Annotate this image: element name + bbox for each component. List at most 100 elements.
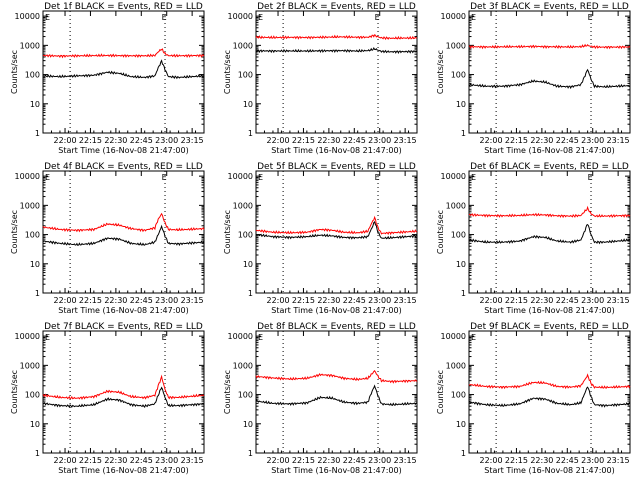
y-axis-label: Counts/sec xyxy=(223,370,232,414)
y-axis-label: Counts/sec xyxy=(436,50,445,94)
y-tick-label: 100 xyxy=(25,231,40,240)
x-tick-label: 22:00 xyxy=(267,296,290,305)
events-series-line xyxy=(255,46,418,55)
y-tick-label: 10 xyxy=(30,100,40,109)
plot-frame xyxy=(468,10,631,134)
x-tick-label: 22:15 xyxy=(505,456,528,465)
events-series-line xyxy=(42,224,205,247)
y-tick-label: 10000 xyxy=(15,172,40,181)
marker-label: E xyxy=(375,13,380,22)
marker-label: E xyxy=(258,173,263,182)
marker-label: E xyxy=(45,173,50,182)
lld-series-line xyxy=(468,373,631,390)
lld-series-line xyxy=(468,205,631,219)
y-tick-label: 100 xyxy=(238,71,253,80)
x-tick-label: 22:00 xyxy=(54,456,77,465)
x-tick-label: 22:15 xyxy=(79,136,102,145)
x-tick-label: 23:15 xyxy=(181,296,204,305)
x-axis-label: Start Time (16-Nov-08 21:47:00) xyxy=(271,306,401,315)
x-tick-label: 22:00 xyxy=(480,296,503,305)
x-axis-label: Start Time (16-Nov-08 21:47:00) xyxy=(58,146,188,155)
x-tick-label: 23:00 xyxy=(155,456,178,465)
marker-label: E xyxy=(162,333,167,342)
y-tick-label: 10000 xyxy=(228,172,253,181)
x-tick-label: 22:45 xyxy=(343,136,366,145)
marker-label: E xyxy=(471,13,476,22)
marker-label: E xyxy=(471,333,476,342)
panel-title: Det 9f BLACK = Events, RED = LLD xyxy=(470,322,629,332)
y-tick-label: 10000 xyxy=(15,12,40,21)
x-tick-label: 22:30 xyxy=(104,296,127,305)
y-tick-label: 1000 xyxy=(446,201,466,210)
panel-2: Det 2f BLACK = Events, RED = LLD 1 10 100 10… xyxy=(223,2,418,155)
x-tick-label: 22:15 xyxy=(505,136,528,145)
y-tick-label: 100 xyxy=(25,391,40,400)
lld-series-line xyxy=(255,215,418,236)
lld-series-line xyxy=(255,34,418,41)
events-series-line xyxy=(42,386,205,409)
x-tick-label: 22:45 xyxy=(556,456,579,465)
panel-6: Det 6f BLACK = Events, RED = LLD 1 10 100 10… xyxy=(436,162,631,315)
x-tick-label: 22:30 xyxy=(530,136,553,145)
lld-series-line xyxy=(255,370,418,384)
x-tick-label: 22:30 xyxy=(104,136,127,145)
x-tick-label: 23:00 xyxy=(155,136,178,145)
y-tick-label: 1000 xyxy=(233,201,253,210)
panel-title: Det 7f BLACK = Events, RED = LLD xyxy=(44,322,203,332)
marker-label: E xyxy=(162,173,167,182)
x-tick-label: 23:15 xyxy=(394,456,417,465)
marker-label: E xyxy=(588,13,593,22)
x-tick-label: 23:15 xyxy=(607,456,630,465)
panel-title: Det 2f BLACK = Events, RED = LLD xyxy=(257,2,416,12)
y-tick-label: 100 xyxy=(25,71,40,80)
y-tick-label: 1 xyxy=(248,289,253,298)
events-series-line xyxy=(468,68,631,90)
y-tick-label: 1000 xyxy=(20,361,40,370)
y-tick-label: 100 xyxy=(451,71,466,80)
marker-label: E xyxy=(45,333,50,342)
x-tick-label: 23:15 xyxy=(607,296,630,305)
x-axis-label: Start Time (16-Nov-08 21:47:00) xyxy=(484,466,614,475)
marker-label: E xyxy=(471,173,476,182)
x-tick-label: 22:15 xyxy=(79,456,102,465)
panel-title: Det 5f BLACK = Events, RED = LLD xyxy=(257,162,416,172)
x-tick-label: 22:30 xyxy=(317,136,340,145)
x-axis-label: Start Time (16-Nov-08 21:47:00) xyxy=(271,146,401,155)
y-tick-label: 1 xyxy=(461,129,466,138)
x-tick-label: 22:30 xyxy=(317,296,340,305)
y-tick-label: 100 xyxy=(238,231,253,240)
x-tick-label: 23:15 xyxy=(181,456,204,465)
plot-frame xyxy=(468,330,631,454)
x-tick-label: 22:45 xyxy=(343,296,366,305)
marker-label: E xyxy=(258,13,263,22)
events-series-line xyxy=(255,384,418,407)
panel-title: Det 6f BLACK = Events, RED = LLD xyxy=(470,162,629,172)
x-tick-label: 22:00 xyxy=(267,456,290,465)
y-axis-label: Counts/sec xyxy=(10,370,19,414)
x-axis-label: Start Time (16-Nov-08 21:47:00) xyxy=(484,146,614,155)
marker-label: E xyxy=(45,13,50,22)
x-tick-label: 22:00 xyxy=(54,136,77,145)
x-tick-label: 22:30 xyxy=(104,456,127,465)
plot-frame xyxy=(42,330,205,454)
y-tick-label: 10 xyxy=(30,260,40,269)
y-axis-label: Counts/sec xyxy=(223,210,232,254)
y-tick-label: 10000 xyxy=(15,332,40,341)
y-tick-label: 10 xyxy=(243,420,253,429)
y-tick-label: 100 xyxy=(451,391,466,400)
y-axis-label: Counts/sec xyxy=(436,370,445,414)
plot-frame xyxy=(255,10,418,134)
lld-series-line xyxy=(42,374,205,400)
x-tick-label: 22:15 xyxy=(292,136,315,145)
y-tick-label: 1000 xyxy=(20,201,40,210)
panel-title: Det 4f BLACK = Events, RED = LLD xyxy=(44,162,203,172)
y-tick-label: 1000 xyxy=(233,361,253,370)
x-tick-label: 22:30 xyxy=(530,456,553,465)
x-tick-label: 23:00 xyxy=(368,296,391,305)
x-tick-label: 22:00 xyxy=(267,136,290,145)
x-tick-label: 22:45 xyxy=(343,456,366,465)
marker-label: E xyxy=(258,333,263,342)
y-axis-label: Counts/sec xyxy=(223,50,232,94)
lld-series-line xyxy=(42,48,205,59)
